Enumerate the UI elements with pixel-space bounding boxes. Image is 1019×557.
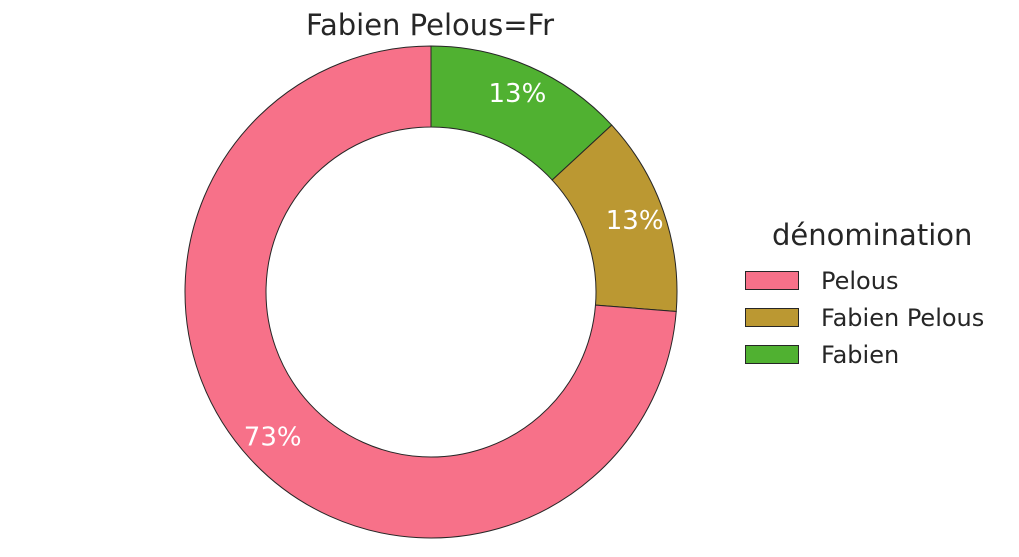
legend-swatch [745, 271, 799, 290]
slice-labels-group: 13% 13% 73% [244, 79, 664, 453]
legend-label: Fabien [821, 340, 900, 369]
legend-swatch [745, 345, 799, 364]
legend-title: dénomination [772, 218, 973, 252]
slices-group [184, 45, 678, 539]
legend-item: Pelous [745, 262, 1015, 299]
legend-item: Fabien Pelous [745, 299, 1015, 336]
legend: dénomination Pelous Fabien Pelous Fabien [745, 218, 1015, 373]
chart-title: Fabien Pelous=Fr [305, 8, 555, 42]
slice-percent-label: 73% [244, 423, 302, 453]
legend-item: Fabien [745, 336, 1015, 373]
legend-swatch [745, 308, 799, 327]
legend-label: Pelous [821, 266, 899, 295]
slice-percent-label: 13% [489, 79, 547, 109]
legend-label: Fabien Pelous [821, 303, 985, 332]
donut-chart: 13% 13% 73% [184, 45, 678, 539]
slice-percent-label: 13% [606, 206, 664, 236]
legend-items: Pelous Fabien Pelous Fabien [745, 262, 1015, 373]
slice-pelous [184, 45, 677, 539]
